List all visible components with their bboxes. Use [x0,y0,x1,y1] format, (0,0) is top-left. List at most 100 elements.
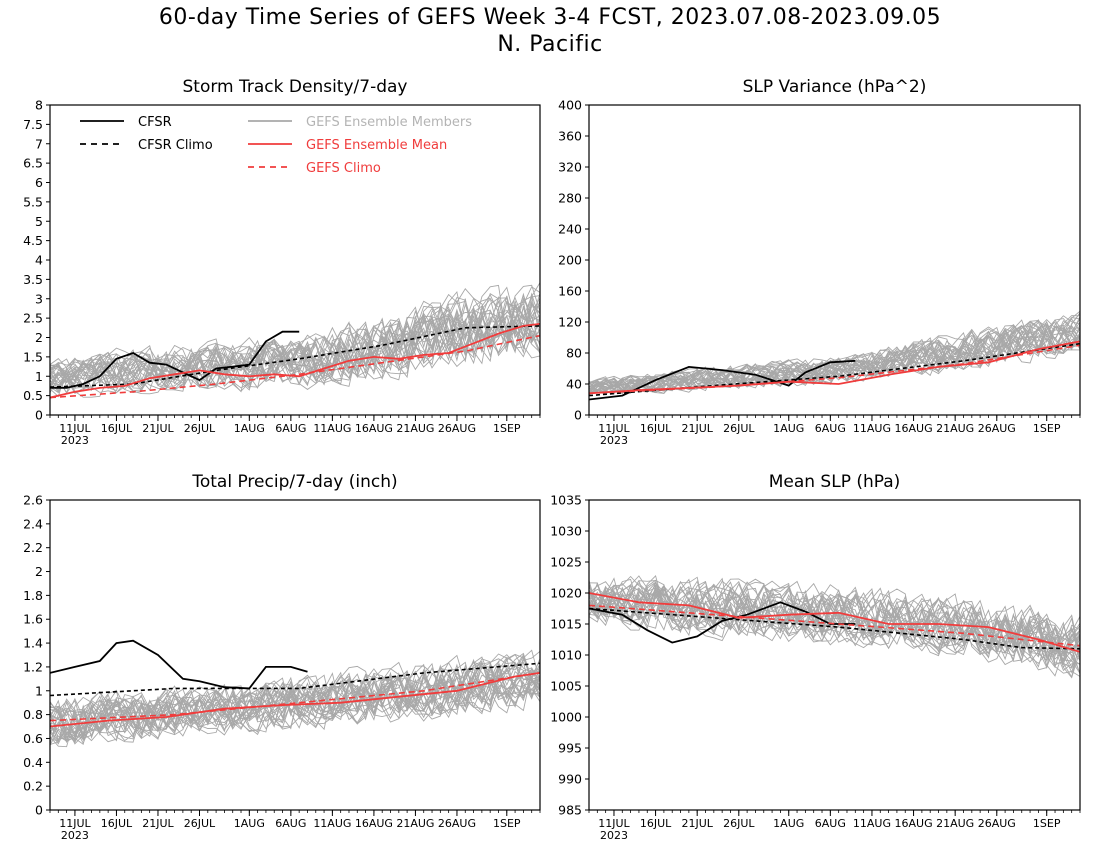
x-tick-label: 16AUG [895,422,933,435]
figure-title-line2: N. Pacific [497,32,603,57]
panel-title: Storm Track Density/7-day [183,77,408,97]
ensemble-member-line [50,665,540,737]
ensemble-member-line [50,305,540,392]
x-tick-label: 11AUG [853,817,891,830]
ensemble-member-line [50,298,540,394]
ensemble-member-line [50,296,540,390]
ensemble-member-line [50,286,540,392]
x-tick-label: 11JUL [598,817,630,830]
x-tick-label: 26AUG [978,422,1016,435]
legend-cfsr-climo-label: CFSR Climo [138,138,213,153]
ensemble-members [589,575,1080,679]
x-tick-label: 1AUG [773,422,804,435]
x-tick-label: 11JUL [598,422,630,435]
x-tick-label: 26JUL [723,817,755,830]
ensemble-member-line [589,582,1080,673]
x-tick-label: 6AUG [275,422,306,435]
x-tick-label: 11JUL [59,817,91,830]
y-tick-label: 320 [558,160,582,175]
y-tick-label: 1010 [550,648,582,663]
x-year-label: 2023 [61,434,89,447]
series-cfsr [50,639,308,690]
x-tick-label: 21JUL [681,817,713,830]
x-tick-label: 11AUG [313,422,351,435]
ensemble-member-line [50,658,540,746]
x-tick-label: 26AUG [978,817,1016,830]
y-tick-label: 400 [558,98,582,113]
x-tick-label: 1SEP [493,817,521,830]
y-tick-label: 1.5 [23,349,43,364]
y-tick-label: 0.8 [23,707,43,722]
ensemble-member-line [589,575,1080,672]
y-tick-label: 0.4 [23,755,43,770]
series-cfsr-climo [589,607,1080,650]
y-tick-label: 1025 [550,555,582,570]
x-tick-label: 6AUG [815,422,846,435]
series-gefs-ensemble-mean [50,672,540,728]
x-year-label: 2023 [600,434,628,447]
y-tick-label: 360 [558,129,582,144]
y-tick-label: 8 [35,98,43,113]
x-tick-label: 16JUL [640,422,672,435]
x-tick-label: 11AUG [853,422,891,435]
x-tick-label: 16AUG [895,817,933,830]
ensemble-member-line [50,653,540,742]
ensemble-members [50,649,540,748]
x-tick-label: 21JUL [681,422,713,435]
series-cfsr-climo [50,325,540,388]
y-tick-label: 6 [35,175,43,190]
y-tick-label: 5.5 [23,194,43,209]
x-tick-label: 16AUG [355,422,393,435]
ensemble-member-line [50,656,540,745]
y-tick-label: 990 [558,772,582,787]
y-tick-label: 0 [35,408,43,423]
x-year-label: 2023 [600,829,628,842]
series-gefs-ensemble-mean [589,592,1080,653]
panel-title: Total Precip/7-day (inch) [191,472,397,492]
y-tick-label: 2.6 [23,493,43,508]
y-tick-label: 0.2 [23,779,43,794]
x-tick-label: 1AUG [234,817,265,830]
x-tick-label: 21JUL [142,422,174,435]
series-gefs-ensemble-mean [50,323,540,399]
y-tick-label: 2 [35,330,43,345]
x-tick-label: 1SEP [1033,817,1061,830]
y-tick-label: 4 [35,253,43,268]
y-tick-label: 3.5 [23,272,43,287]
ensemble-member-line [50,661,540,742]
y-tick-label: 0 [35,803,43,818]
y-tick-label: 985 [558,803,582,818]
y-tick-label: 5 [35,214,43,229]
x-tick-label: 1SEP [493,422,521,435]
series-cfsr-climo [50,662,540,697]
ensemble-member-line [50,660,540,743]
y-tick-label: 160 [558,284,582,299]
panel-title: SLP Variance (hPa^2) [743,77,927,97]
chart-panel-2: SLP Variance (hPa^2) 0 40 80 120 160 200 240 280… [558,77,1081,447]
x-tick-label: 21AUG [936,422,974,435]
y-tick-label: 0.6 [23,731,43,746]
legend-cfsr-label: CFSR [138,115,172,130]
x-tick-label: 26JUL [184,422,216,435]
ensemble-member-line [589,576,1080,659]
ensemble-member-line [50,300,540,385]
ensemble-member-line [50,660,540,738]
legend-members-label: GEFS Ensemble Members [306,115,472,130]
x-tick-label: 21AUG [396,817,434,830]
y-tick-label: 1.2 [23,659,43,674]
x-tick-label: 16JUL [101,422,133,435]
series-cfsr [50,330,300,389]
y-tick-label: 1.6 [23,612,43,627]
ensemble-member-line [589,583,1080,658]
chart-panel-3: Total Precip/7-day (inch) 0 0.2 0.4 0.6 0.8 11… [23,472,541,842]
chart-panel-1: Storm Track Density/7-day 0 0.5 1 1.5 2 2.5 3 3.… [23,77,541,447]
legend-ens-mean-label: GEFS Ensemble Mean [306,138,447,153]
y-tick-label: 7.5 [23,117,43,132]
x-tick-label: 21JUL [142,817,174,830]
x-tick-label: 16AUG [355,817,393,830]
panel-title: Mean SLP (hPa) [769,472,901,492]
series-cfsr [589,359,856,401]
x-tick-label: 6AUG [815,817,846,830]
x-tick-label: 26AUG [438,817,476,830]
